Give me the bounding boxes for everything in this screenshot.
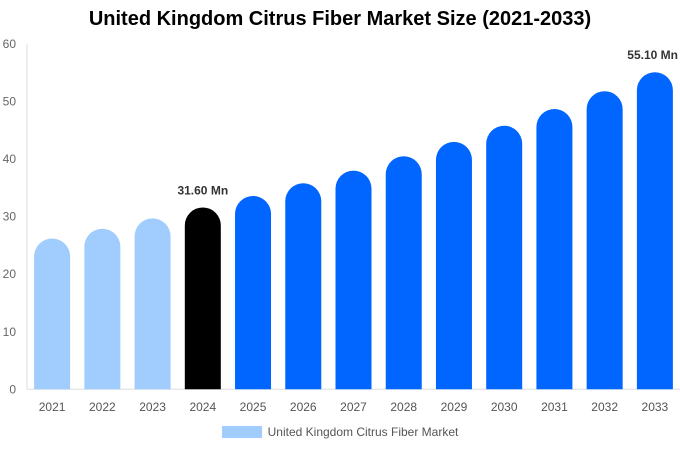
bar-2025 bbox=[235, 195, 272, 390]
legend-label: United Kingdom Citrus Fiber Market bbox=[267, 425, 459, 439]
bar-2026 bbox=[285, 183, 322, 390]
x-tick-label: 2026 bbox=[290, 400, 317, 414]
y-tick-label: 10 bbox=[3, 325, 17, 339]
bar-2023 bbox=[134, 218, 171, 390]
x-tick-label: 2027 bbox=[340, 400, 367, 414]
x-tick-label: 2024 bbox=[189, 400, 216, 414]
bar-2022 bbox=[84, 228, 121, 390]
bar-2028 bbox=[385, 156, 422, 390]
bar-2027 bbox=[335, 170, 372, 390]
x-tick-label: 2021 bbox=[39, 400, 66, 414]
x-tick-label: 2030 bbox=[491, 400, 518, 414]
y-tick-label: 40 bbox=[3, 152, 17, 166]
y-tick-label: 60 bbox=[3, 37, 17, 51]
x-tick-label: 2032 bbox=[591, 400, 618, 414]
x-tick-label: 2031 bbox=[541, 400, 568, 414]
bar-2030 bbox=[486, 125, 523, 390]
bar-2021 bbox=[34, 238, 71, 390]
y-tick-label: 50 bbox=[3, 95, 17, 109]
x-tick-label: 2025 bbox=[240, 400, 267, 414]
bar-2029 bbox=[435, 141, 472, 390]
x-tick-label: 2022 bbox=[89, 400, 116, 414]
legend: United Kingdom Citrus Fiber Market bbox=[0, 425, 680, 439]
y-tick-label: 0 bbox=[9, 382, 16, 396]
bar-2031 bbox=[536, 109, 573, 390]
bar-2024 bbox=[184, 207, 221, 390]
legend-swatch bbox=[221, 426, 262, 438]
bar-2033 bbox=[636, 72, 673, 390]
x-tick-label: 2028 bbox=[390, 400, 417, 414]
x-tick-label: 2029 bbox=[441, 400, 468, 414]
chart-title: United Kingdom Citrus Fiber Market Size … bbox=[88, 8, 592, 30]
y-tick-label: 30 bbox=[3, 210, 17, 224]
x-tick-label: 2023 bbox=[139, 400, 166, 414]
data-label: 55.10 Mn bbox=[627, 48, 678, 62]
y-tick-label: 20 bbox=[3, 267, 17, 281]
data-label: 31.60 Mn bbox=[177, 183, 228, 197]
bar-2032 bbox=[586, 91, 623, 390]
x-tick-label: 2033 bbox=[642, 400, 669, 414]
